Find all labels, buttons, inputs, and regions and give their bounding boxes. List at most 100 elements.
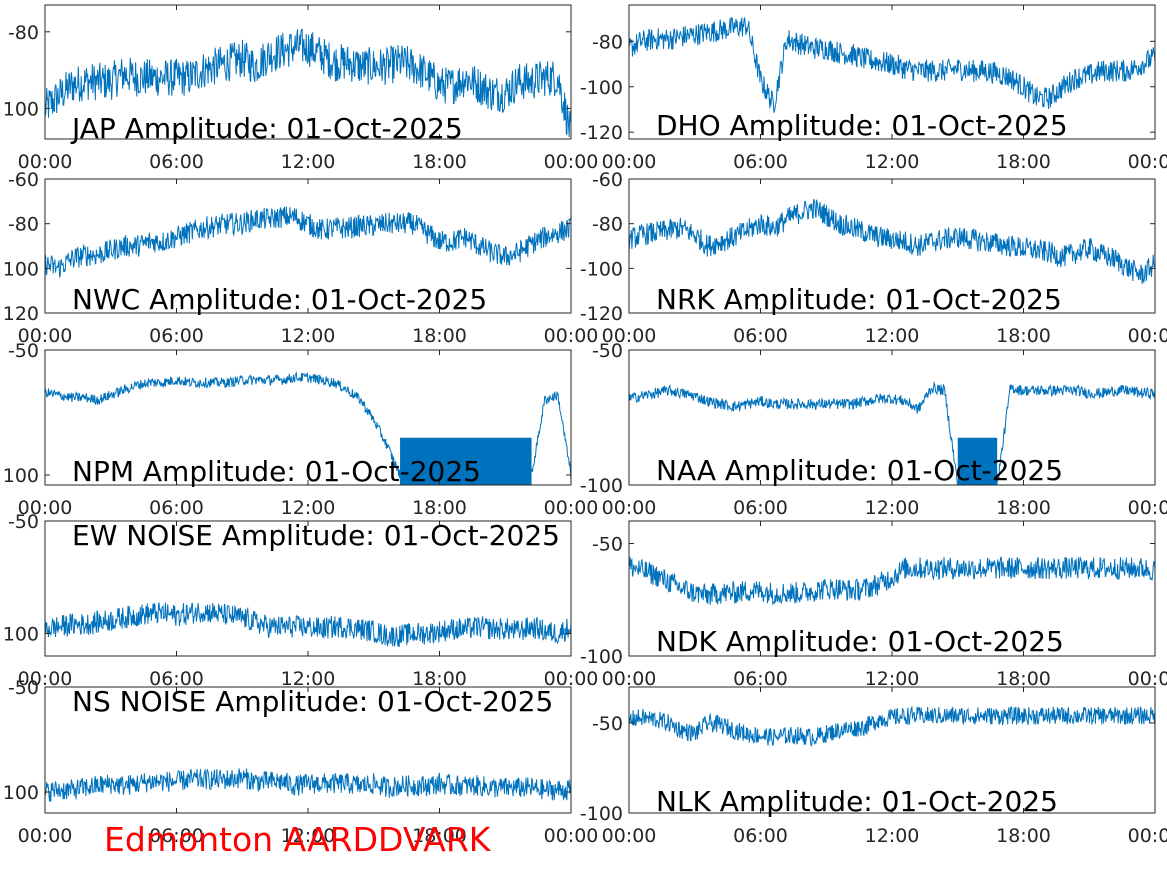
x-tick-label: 00:00 bbox=[544, 825, 599, 847]
x-tick-label: 00:00 bbox=[602, 825, 657, 847]
series-line bbox=[45, 206, 571, 278]
x-tick-label: 06:00 bbox=[733, 668, 788, 690]
y-tick-label: -100 bbox=[580, 646, 623, 668]
panel-title: DHO Amplitude: 01-Oct-2025 bbox=[656, 109, 1068, 142]
y-tick-label: -80 bbox=[8, 22, 39, 44]
x-tick-label: 12:00 bbox=[281, 497, 336, 519]
y-tick-label: 100 bbox=[3, 624, 39, 646]
panel-4: -50 100 00:00 06:00 12:00 18:00 00:00 NPM Ampli… bbox=[3, 340, 599, 519]
x-tick-label: 00:00 bbox=[1128, 825, 1167, 847]
y-tick-label: -50 bbox=[8, 677, 39, 699]
y-tick-label: -50 bbox=[8, 511, 39, 533]
panel-6: -50 100 00:00 06:00 12:00 18:00 00:00 EW NOISE … bbox=[3, 511, 599, 690]
y-tick-label: -100 bbox=[580, 77, 623, 99]
series-line bbox=[629, 381, 1155, 485]
y-tick-label: 100 bbox=[3, 782, 39, 804]
x-tick-label: 00:00 bbox=[602, 151, 657, 173]
x-tick-label: 00:00 bbox=[544, 668, 599, 690]
x-tick-label: 00:00 bbox=[18, 151, 73, 173]
y-tick-label: -60 bbox=[8, 169, 39, 191]
y-tick-label: -100 bbox=[580, 258, 623, 280]
x-tick-label: 00:00 bbox=[1128, 325, 1167, 347]
x-tick-label: 12:00 bbox=[865, 151, 920, 173]
panel-title: JAP Amplitude: 01-Oct-2025 bbox=[70, 112, 463, 145]
x-tick-label: 12:00 bbox=[281, 825, 336, 847]
panel-title: EW NOISE Amplitude: 01-Oct-2025 bbox=[72, 519, 560, 552]
x-tick-label: 18:00 bbox=[996, 668, 1051, 690]
x-tick-label: 12:00 bbox=[865, 668, 920, 690]
panel-title: NAA Amplitude: 01-Oct-2025 bbox=[656, 454, 1063, 487]
x-tick-label: 06:00 bbox=[733, 325, 788, 347]
panel-1: -80 -100 -120 00:00 06:00 12:00 18:00 00:00 DHO … bbox=[580, 4, 1167, 173]
y-tick-label: -50 bbox=[592, 713, 623, 735]
series-band bbox=[957, 437, 998, 485]
x-tick-label: 00:00 bbox=[602, 325, 657, 347]
x-tick-label: 12:00 bbox=[865, 325, 920, 347]
x-tick-label: 06:00 bbox=[733, 151, 788, 173]
x-tick-label: 00:00 bbox=[18, 325, 73, 347]
x-tick-label: 00:00 bbox=[1128, 497, 1167, 519]
x-tick-label: 00:00 bbox=[544, 151, 599, 173]
y-tick-label: 100 bbox=[3, 98, 39, 120]
x-tick-label: 00:00 bbox=[602, 668, 657, 690]
x-tick-label: 00:00 bbox=[18, 497, 73, 519]
x-tick-label: 06:00 bbox=[149, 497, 204, 519]
x-tick-label: 00:00 bbox=[1128, 151, 1167, 173]
series-band bbox=[400, 437, 532, 485]
x-tick-label: 12:00 bbox=[865, 825, 920, 847]
series-line bbox=[629, 198, 1155, 285]
panel-title: NS NOISE Amplitude: 01-Oct-2025 bbox=[72, 685, 553, 718]
x-tick-label: 18:00 bbox=[996, 151, 1051, 173]
y-tick-label: -80 bbox=[592, 214, 623, 236]
y-tick-label: -80 bbox=[8, 214, 39, 236]
series-line bbox=[629, 556, 1155, 606]
y-tick-label: 100 bbox=[3, 465, 39, 487]
panel-title: NWC Amplitude: 01-Oct-2025 bbox=[72, 283, 487, 316]
y-tick-label: 120 bbox=[3, 303, 39, 325]
x-tick-label: 12:00 bbox=[281, 668, 336, 690]
panel-8: -50 100 00:00 06:00 12:00 18:00 00:00 NS NOISE … bbox=[3, 677, 599, 847]
panel-3: -60-80-100-12000:0006:0012:0018:0000:00N… bbox=[580, 169, 1167, 347]
y-tick-label: -80 bbox=[592, 31, 623, 53]
x-tick-label: 12:00 bbox=[281, 325, 336, 347]
panel-title: NPM Amplitude: 01-Oct-2025 bbox=[72, 455, 481, 488]
x-tick-label: 06:00 bbox=[149, 325, 204, 347]
x-tick-label: 06:00 bbox=[149, 668, 204, 690]
x-tick-label: 00:00 bbox=[544, 325, 599, 347]
series-line bbox=[629, 16, 1155, 113]
x-tick-label: 12:00 bbox=[281, 151, 336, 173]
series-line bbox=[45, 768, 571, 802]
x-tick-label: 00:00 bbox=[1128, 668, 1167, 690]
panel-title: NDK Amplitude: 01-Oct-2025 bbox=[656, 625, 1064, 658]
x-tick-label: 18:00 bbox=[996, 325, 1051, 347]
x-tick-label: 12:00 bbox=[865, 497, 920, 519]
series-line bbox=[629, 705, 1155, 748]
x-tick-label: 18:00 bbox=[412, 497, 467, 519]
y-tick-label: -60 bbox=[592, 169, 623, 191]
series-line bbox=[45, 602, 571, 647]
x-tick-label: 06:00 bbox=[733, 497, 788, 519]
x-tick-label: 00:00 bbox=[18, 825, 73, 847]
x-tick-label: 18:00 bbox=[412, 325, 467, 347]
x-tick-label: 00:00 bbox=[544, 497, 599, 519]
x-tick-label: 06:00 bbox=[149, 151, 204, 173]
series-line bbox=[45, 28, 571, 138]
panel-title: NRK Amplitude: 01-Oct-2025 bbox=[656, 283, 1062, 316]
x-tick-label: 18:00 bbox=[412, 668, 467, 690]
panel-title: NLK Amplitude: 01-Oct-2025 bbox=[656, 785, 1058, 818]
y-tick-label: -120 bbox=[580, 303, 623, 325]
x-tick-label: 18:00 bbox=[996, 825, 1051, 847]
panel-0: -80 100 00:00 06:00 12:00 18:00 00:00 JAP Ampli… bbox=[3, 4, 599, 173]
y-tick-label: -100 bbox=[580, 803, 623, 825]
x-tick-label: 06:00 bbox=[149, 825, 204, 847]
y-tick-label: -50 bbox=[592, 534, 623, 556]
x-tick-label: 00:00 bbox=[602, 497, 657, 519]
footer-label: Edmonton AARDDVARK bbox=[104, 820, 491, 859]
y-tick-label: 100 bbox=[3, 258, 39, 280]
x-tick-label: 06:00 bbox=[733, 825, 788, 847]
